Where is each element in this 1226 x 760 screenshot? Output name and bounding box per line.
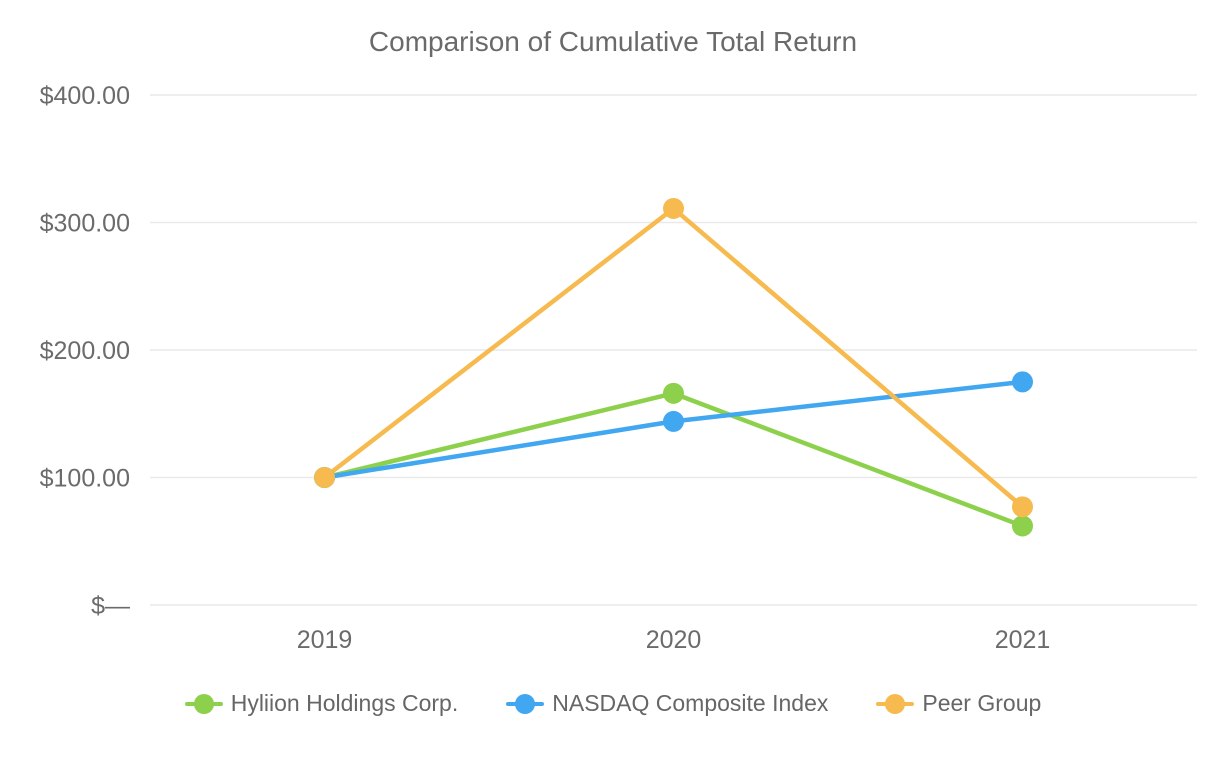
data-point-0-2020 bbox=[663, 382, 684, 404]
data-point-1-2020 bbox=[663, 410, 684, 432]
data-point-2-2021 bbox=[1012, 496, 1033, 518]
x-axis-tick-label: 2021 bbox=[995, 626, 1051, 654]
y-axis-tick-label: $200.00 bbox=[40, 337, 130, 365]
legend-line-marker-icon bbox=[184, 693, 223, 714]
legend-item-nasdaq: NASDAQ Composite Index bbox=[506, 690, 828, 717]
legend-dot-icon bbox=[193, 693, 214, 714]
y-axis-tick-label: $100.00 bbox=[40, 465, 130, 493]
x-axis-tick-label: 2020 bbox=[646, 626, 702, 654]
legend-dot-icon bbox=[515, 693, 536, 714]
legend-line-marker-icon bbox=[506, 693, 545, 714]
data-point-0-2021 bbox=[1012, 515, 1033, 537]
line-chart-plot-area: $400.00 $300.00 $200.00 $100.00 $— 2019 2020 20… bbox=[40, 82, 1197, 654]
legend-dot-icon bbox=[885, 693, 906, 714]
chart-title: Comparison of Cumulative Total Return bbox=[368, 26, 858, 57]
legend-item-peer-group: Peer Group bbox=[876, 690, 1041, 717]
data-point-2-2019 bbox=[314, 467, 335, 488]
x-axis-tick-label: 2019 bbox=[297, 626, 353, 654]
legend-label: NASDAQ Composite Index bbox=[552, 690, 829, 716]
legend-line-marker-icon bbox=[876, 693, 915, 714]
y-axis-tick-label: $300.00 bbox=[40, 210, 130, 238]
data-point-1-2021 bbox=[1012, 371, 1033, 393]
data-point-2-2020 bbox=[663, 197, 684, 219]
legend-item-hyliion: Hyliion Holdings Corp. bbox=[184, 690, 459, 717]
chart-legend: Hyliion Holdings Corp. NASDAQ Composite … bbox=[0, 690, 1226, 717]
y-axis-tick-label: $400.00 bbox=[40, 82, 130, 110]
legend-label: Hyliion Holdings Corp. bbox=[230, 690, 459, 716]
y-axis-tick-label: $— bbox=[91, 592, 130, 620]
legend-label: Peer Group bbox=[922, 690, 1042, 716]
